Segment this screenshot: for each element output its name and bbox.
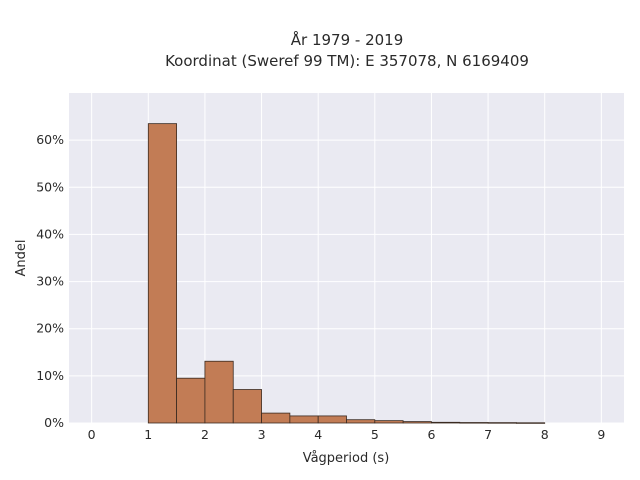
x-axis-label: Vågperiod (s) bbox=[303, 451, 390, 466]
y-tick-label-2: 20% bbox=[36, 321, 64, 336]
bar-5 bbox=[289, 415, 319, 424]
chart-title-line-1: År 1979 - 2019 bbox=[291, 30, 404, 49]
x-tick-label-7: 7 bbox=[484, 427, 492, 442]
bar-4 bbox=[261, 412, 291, 424]
bar-0 bbox=[147, 123, 178, 424]
bar-12 bbox=[487, 422, 517, 424]
y-tick-label-5: 50% bbox=[36, 179, 64, 194]
y-tick-label-6: 60% bbox=[36, 132, 64, 147]
bar-11 bbox=[459, 422, 489, 424]
x-tick-label-4: 4 bbox=[314, 427, 322, 442]
y-tick-label-1: 10% bbox=[36, 368, 64, 383]
bar-7 bbox=[346, 419, 376, 424]
bar-10 bbox=[431, 421, 461, 424]
bar-9 bbox=[402, 421, 432, 424]
x-tick-label-0: 0 bbox=[88, 427, 96, 442]
x-axis-ticks: 0 1 2 3 4 5 6 7 8 9 bbox=[88, 427, 606, 442]
bar-13 bbox=[515, 422, 546, 424]
x-tick-label-2: 2 bbox=[201, 427, 209, 442]
chart-title-line-2: Koordinat (Sweref 99 TM): E 357078, N 61… bbox=[165, 52, 529, 70]
y-tick-label-0: 0% bbox=[44, 415, 64, 430]
x-tick-label-1: 1 bbox=[144, 427, 152, 442]
x-tick-label-5: 5 bbox=[371, 427, 379, 442]
y-tick-label-4: 40% bbox=[36, 226, 64, 241]
x-tick-label-8: 8 bbox=[541, 427, 549, 442]
y-axis-label: Andel bbox=[14, 240, 29, 277]
histogram-bars bbox=[147, 123, 546, 424]
x-tick-label-6: 6 bbox=[427, 427, 435, 442]
bar-1 bbox=[176, 377, 206, 424]
x-tick-label-3: 3 bbox=[258, 427, 266, 442]
y-axis-ticks: 0% 10% 20% 30% 40% 50% 60% bbox=[36, 132, 64, 430]
bar-3 bbox=[232, 389, 262, 424]
y-tick-label-3: 30% bbox=[36, 274, 64, 289]
x-tick-label-9: 9 bbox=[597, 427, 605, 442]
bar-2 bbox=[204, 360, 234, 424]
bar-8 bbox=[374, 420, 404, 424]
bar-6 bbox=[317, 415, 347, 424]
